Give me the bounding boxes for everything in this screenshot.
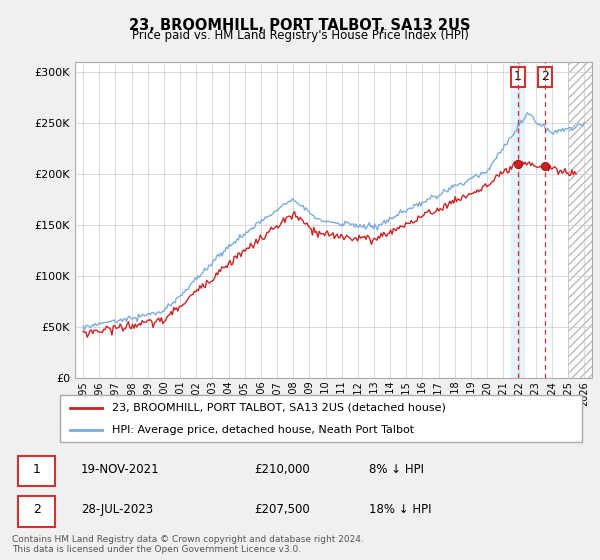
- Text: 2: 2: [33, 503, 41, 516]
- Text: Price paid vs. HM Land Registry's House Price Index (HPI): Price paid vs. HM Land Registry's House …: [131, 29, 469, 42]
- Text: 1: 1: [514, 71, 521, 83]
- Text: 19-NOV-2021: 19-NOV-2021: [81, 463, 160, 475]
- Text: 1: 1: [33, 463, 41, 475]
- Text: 23, BROOMHILL, PORT TALBOT, SA13 2US (detached house): 23, BROOMHILL, PORT TALBOT, SA13 2US (de…: [112, 403, 446, 413]
- FancyBboxPatch shape: [18, 496, 55, 526]
- Text: 23, BROOMHILL, PORT TALBOT, SA13 2US: 23, BROOMHILL, PORT TALBOT, SA13 2US: [129, 18, 471, 33]
- Text: 18% ↓ HPI: 18% ↓ HPI: [369, 503, 431, 516]
- FancyBboxPatch shape: [18, 456, 55, 486]
- Text: HPI: Average price, detached house, Neath Port Talbot: HPI: Average price, detached house, Neat…: [112, 424, 415, 435]
- Text: Contains HM Land Registry data © Crown copyright and database right 2024.
This d: Contains HM Land Registry data © Crown c…: [12, 535, 364, 554]
- Text: 2: 2: [541, 71, 549, 83]
- Text: £207,500: £207,500: [254, 503, 310, 516]
- Text: 28-JUL-2023: 28-JUL-2023: [81, 503, 153, 516]
- Text: 8% ↓ HPI: 8% ↓ HPI: [369, 463, 424, 475]
- Text: £210,000: £210,000: [254, 463, 310, 475]
- Bar: [511, 62, 524, 378]
